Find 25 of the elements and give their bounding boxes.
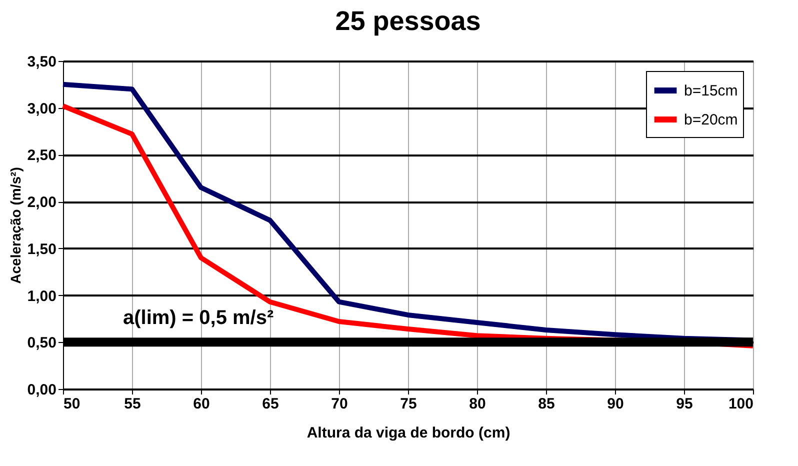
y-axis-title: Aceleração (m/s²) [7,167,24,284]
legend-label: b=20cm [684,112,738,128]
y-tick-label: 1,00 [27,288,56,305]
x-axis-title: Altura da viga de bordo (cm) [306,424,510,442]
y-tick-label: 0,00 [27,382,56,398]
y-tick-label: 2,00 [27,194,56,212]
x-tick-label: 70 [331,396,348,412]
x-tick-label: 95 [676,396,693,412]
x-tick-label: 90 [607,396,624,412]
legend-label: b=15cm [684,82,738,100]
x-tick-label: 55 [124,396,141,412]
y-tick-label: 0,50 [27,334,56,352]
y-tick-label: 3,50 [27,54,56,70]
ref-line-label: a(lim) = 0,5 m/s² [123,307,274,330]
y-tick-label: 1,50 [27,240,56,258]
x-tick-label: 85 [538,396,555,412]
x-tick-label: 50 [64,396,80,412]
x-tick-label: 100 [728,396,754,412]
x-tick-label: 65 [262,396,279,412]
x-tick-label: 60 [193,396,210,412]
x-tick-label: 75 [400,396,417,412]
chart-title: 25 pessoas [335,6,481,36]
y-tick-label: 2,50 [27,147,56,164]
y-tick-label: 3,00 [27,100,56,118]
x-tick-label: 80 [469,396,486,412]
